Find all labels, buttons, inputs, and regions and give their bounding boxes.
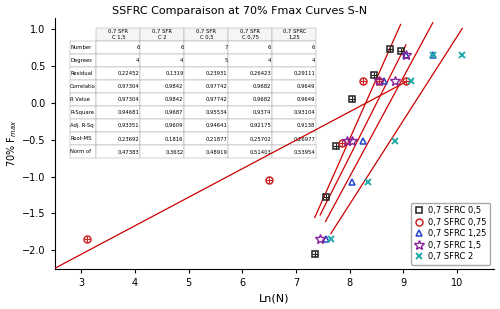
Text: SSFRC Comparaison at 70% Fmax Curves S-N: SSFRC Comparaison at 70% Fmax Curves S-N — [112, 6, 367, 15]
X-axis label: Ln(N): Ln(N) — [260, 294, 290, 303]
Legend: 0,7 SFRC 0,5, 0,7 SFRC 0,75, 0,7 SFRC 1,25, 0,7 SFRC 1,5, 0,7 SFRC 2: 0,7 SFRC 0,5, 0,7 SFRC 0,75, 0,7 SFRC 1,… — [411, 203, 490, 265]
Y-axis label: 70% F$_{max}$: 70% F$_{max}$ — [6, 120, 20, 167]
